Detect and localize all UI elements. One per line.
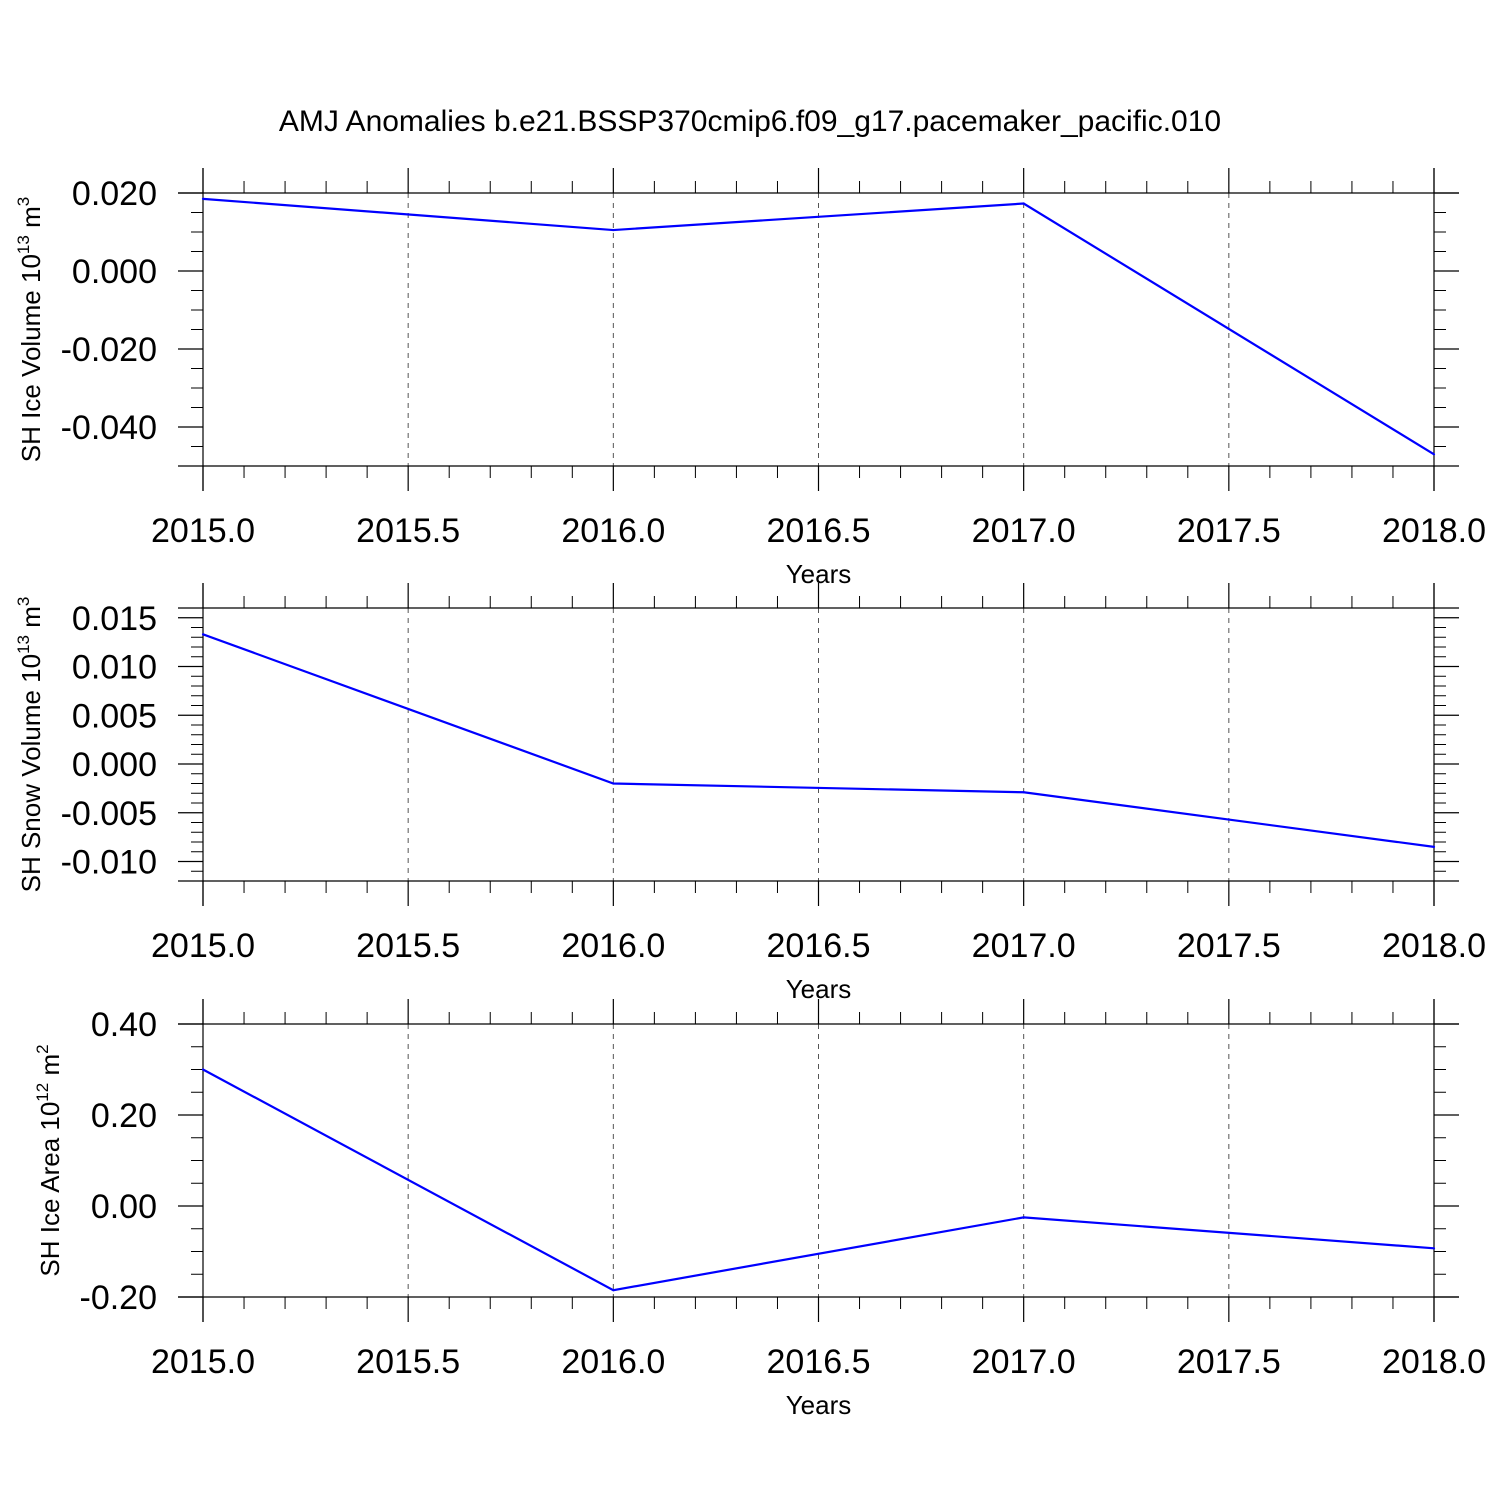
y-tick-label: 0.20 [91,1097,157,1135]
data-point [201,197,205,200]
panel-1: 0.020 0.000 -0.020 -0.040 2015.0 2015.5 2016.0… [14,168,1486,589]
x-tick-label: 2016.5 [767,1343,871,1381]
panel-3: 0.40 0.20 0.00 -0.20 2015.0 2015.5 2016.0 2016.… [33,999,1486,1420]
y-axis-label: SH Snow Volume 1013 m3 [14,597,46,893]
x-tick-label: 2017.5 [1177,927,1281,965]
x-tick-label: 2016.0 [561,1343,665,1381]
data-point [612,228,615,232]
panel-2: 0.015 0.010 0.005 0.000 -0.005 -0.010 2015.0 20… [14,583,1486,1004]
x-tick-label: 2015.5 [356,512,460,550]
x-tick-label: 2015.0 [151,927,255,965]
series-line [202,1068,1435,1292]
data-point [1432,1247,1436,1250]
x-tick-label: 2018.0 [1382,1343,1486,1381]
x-tick-label: 2015.0 [151,1343,255,1381]
y-tick-label: 0.005 [72,697,157,735]
series-line [202,633,1435,848]
series-line [202,197,1435,456]
x-tick-label: 2018.0 [1382,927,1486,965]
data-point [1022,202,1025,205]
y-tick-label: 0.40 [91,1006,157,1044]
data-point [1022,791,1025,794]
y-tick-label: 0.010 [72,649,157,687]
y-tick-label: 0.00 [91,1188,157,1226]
y-tick-label: -0.020 [61,331,157,369]
x-tick-label: 2016.0 [561,512,665,550]
y-tick-label: 0.020 [72,175,157,213]
x-tick-label: 2016.5 [767,512,871,550]
y-tick-label: -0.20 [80,1279,158,1317]
y-tick-label: -0.010 [61,844,157,882]
data-point [612,1289,615,1292]
x-tick-label: 2016.0 [561,927,665,965]
y-tick-label: -0.005 [61,795,157,833]
y-tick-label: 0.000 [72,746,157,784]
y-tick-label: 0.000 [72,253,157,291]
x-tick-label: 2017.0 [972,927,1076,965]
data-point [1432,453,1436,456]
data-point [201,633,205,636]
data-point [1432,845,1436,848]
x-axis-label: Years [786,1390,852,1420]
x-tick-label: 2017.5 [1177,1343,1281,1381]
data-point [201,1068,205,1071]
x-tick-label: 2015.5 [356,1343,460,1381]
panels: 0.020 0.000 -0.020 -0.040 2015.0 2015.5 2016.0… [14,168,1486,1420]
y-tick-label: -0.040 [61,409,157,447]
data-point [612,782,615,785]
x-tick-label: 2015.5 [356,927,460,965]
x-tick-label: 2018.0 [1382,512,1486,550]
figure-title: AMJ Anomalies b.e21.BSSP370cmip6.f09_g17… [279,105,1221,138]
y-tick-label: 0.015 [72,600,157,638]
y-axis-label: SH Ice Volume 1013 m3 [14,197,46,462]
y-axis-label: SH Ice Area 1012 m2 [33,1044,65,1276]
x-tick-label: 2017.0 [972,1343,1076,1381]
data-point [1022,1216,1025,1219]
x-tick-label: 2017.0 [972,512,1076,550]
x-tick-label: 2016.5 [767,927,871,965]
x-tick-label: 2015.0 [151,512,255,550]
x-tick-label: 2017.5 [1177,512,1281,550]
